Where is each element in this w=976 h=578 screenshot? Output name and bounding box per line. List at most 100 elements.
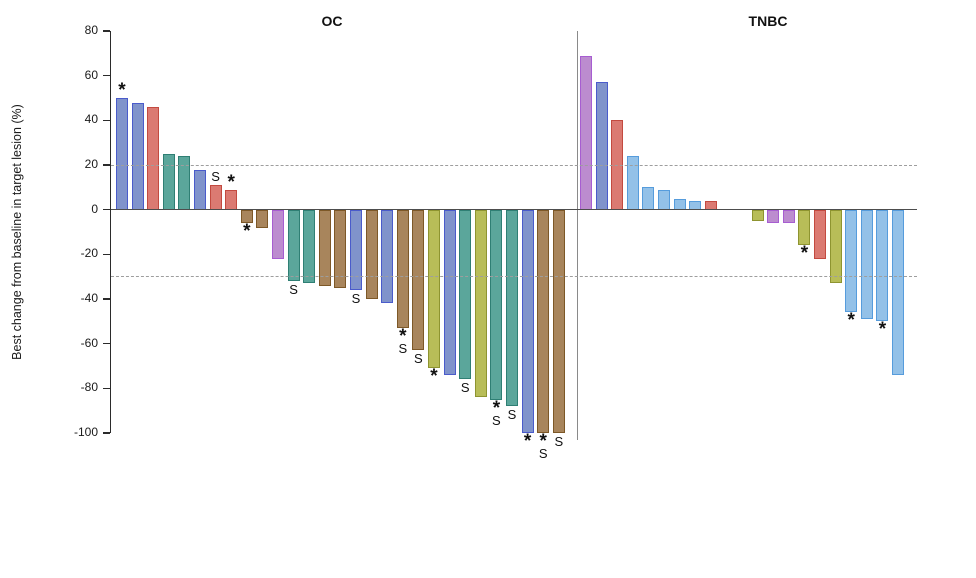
bar-oc-19 (396, 209, 409, 329)
bar-marks-oc-1: * (114, 79, 131, 102)
y-tick (102, 30, 110, 32)
y-tick (102, 119, 110, 122)
panel-divider (577, 31, 579, 440)
y-tick (102, 75, 110, 77)
bar-tnbc-19 (860, 209, 873, 320)
bar-oc-28 (537, 209, 550, 434)
y-tick-label: 0 (91, 201, 98, 216)
y-tick-label: 20 (84, 157, 98, 172)
bar-marks-oc-12: S (285, 283, 302, 296)
bar-marks-oc-23: S (457, 381, 474, 394)
bar-tnbc-20 (876, 209, 889, 322)
platinum-sensitive-marker: S (460, 380, 470, 396)
chart-legend: Fuzuloparib 100 mg + apatinib 250 mgFuzu… (0, 470, 976, 578)
bar-oc-2 (131, 102, 144, 210)
bar-marks-oc-20: S (410, 352, 427, 365)
bar-tnbc-15 (798, 209, 811, 246)
y-tick-label: 40 (84, 112, 98, 127)
bar-marks-oc-8: * (223, 171, 240, 193)
bar-marks-oc-7: S (207, 166, 224, 183)
bar-marks-oc-27: * (519, 431, 536, 453)
y-tick-label: 80 (84, 23, 98, 38)
bar-oc-4 (162, 153, 175, 210)
bar-marks-oc-19: * S (394, 326, 411, 357)
y-tick-label: -60 (80, 335, 98, 350)
y-tick-label: -20 (80, 246, 98, 261)
bar-oc-20 (412, 209, 425, 351)
bar-oc-22 (443, 209, 456, 375)
bar-tnbc-16 (814, 209, 826, 259)
platinum-sensitive-marker: S (398, 341, 408, 357)
bar-tnbc-6 (658, 189, 670, 210)
bar-marks-oc-25: * S (488, 397, 505, 428)
bar-oc-6 (194, 169, 206, 210)
bar-marks-tnbc-20: * (874, 319, 891, 341)
germline-mutation-marker: * (523, 431, 532, 453)
germline-mutation-marker: * (492, 397, 501, 419)
platinum-sensitive-marker: S (289, 282, 298, 298)
bar-marks-oc-9: * (238, 222, 255, 241)
y-axis-label: Best change from baseline in target lesi… (10, 104, 24, 360)
germline-mutation-marker: * (118, 80, 126, 102)
y-tick (102, 209, 110, 211)
zero-baseline (111, 208, 917, 211)
panel-title-tnbc: TNBC (748, 13, 788, 29)
y-tick-label: 60 (84, 67, 98, 82)
y-tick-label: -80 (80, 380, 98, 395)
y-axis (109, 31, 111, 433)
reference-line-20 (111, 164, 917, 166)
bar-oc-24 (474, 209, 487, 398)
bar-tnbc-17 (829, 209, 842, 284)
bar-oc-29 (552, 209, 565, 434)
y-tick (102, 164, 110, 166)
platinum-sensitive-marker: S (351, 291, 361, 307)
y-tick (102, 253, 110, 256)
germline-mutation-marker: * (539, 431, 547, 453)
platinum-sensitive-marker: S (211, 169, 220, 185)
y-tick (102, 432, 110, 434)
y-tick-label: -100 (73, 425, 98, 440)
bar-tnbc-14 (782, 209, 795, 224)
bar-marks-oc-28: * S (535, 431, 552, 462)
bar-oc-23 (459, 209, 472, 380)
waterfall-chart: Best change from baseline in target lesi… (10, 13, 917, 462)
platinum-sensitive-marker: S (538, 446, 548, 462)
bar-oc-3 (147, 106, 160, 210)
bar-marks-tnbc-18: * (843, 310, 860, 332)
bar-oc-14 (318, 209, 331, 286)
bar-oc-27 (521, 209, 534, 434)
germline-mutation-marker: * (847, 310, 855, 332)
bar-tnbc-18 (845, 209, 858, 313)
germline-mutation-marker: * (227, 171, 235, 193)
bar-oc-13 (303, 209, 316, 284)
germline-mutation-marker: * (878, 319, 887, 341)
bar-oc-12 (287, 209, 300, 282)
bar-oc-25 (490, 209, 503, 400)
bar-tnbc-2 (595, 82, 608, 210)
bar-oc-26 (506, 209, 518, 407)
bar-tnbc-13 (767, 209, 780, 224)
platinum-sensitive-marker: S (554, 434, 564, 450)
bar-tnbc-1 (580, 55, 592, 210)
bar-tnbc-12 (751, 209, 764, 221)
bar-oc-21 (428, 209, 440, 369)
bar-oc-7 (209, 185, 222, 210)
bar-oc-17 (365, 209, 378, 300)
germline-mutation-marker: * (399, 326, 407, 348)
y-tick (102, 298, 110, 300)
bar-marks-oc-16: S (348, 292, 365, 305)
bar-oc-16 (350, 209, 362, 291)
platinum-sensitive-marker: S (507, 407, 517, 423)
platinum-sensitive-marker: S (414, 351, 423, 367)
platinum-sensitive-marker: S (492, 412, 501, 428)
bar-oc-8 (225, 189, 238, 210)
germline-mutation-marker: * (430, 366, 438, 388)
bar-oc-1 (116, 98, 128, 210)
bar-marks-oc-29: S (550, 435, 567, 448)
panel-title-oc: OC (321, 13, 343, 29)
germline-mutation-marker: * (800, 243, 809, 265)
bar-oc-10 (256, 209, 269, 228)
bar-marks-oc-21: * (426, 366, 443, 388)
y-tick-label: -40 (80, 291, 98, 306)
